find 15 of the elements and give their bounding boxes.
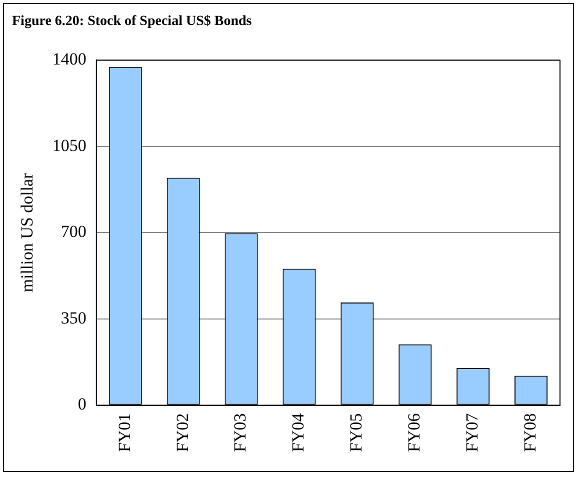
chart-title: Figure 6.20: Stock of Special US$ Bonds	[12, 14, 252, 30]
y-axis-title: million US dollar	[18, 172, 37, 292]
x-tick-label: FY05	[346, 413, 366, 452]
y-tick-label: 1050	[52, 136, 86, 155]
y-tick-label: 700	[60, 222, 86, 242]
x-tick-label: FY07	[462, 412, 482, 452]
y-tick-label: 350	[60, 308, 86, 328]
x-tick-label: FY01	[114, 413, 134, 452]
x-tick-label: FY04	[288, 412, 308, 452]
x-tick-label: FY06	[404, 413, 424, 452]
x-tick-label: FY03	[230, 413, 250, 452]
x-tick-label: FY02	[172, 413, 192, 452]
y-tick-label: 0	[78, 394, 86, 414]
y-tick-label: 1400	[52, 50, 86, 69]
x-tick-label: FY08	[520, 413, 540, 452]
